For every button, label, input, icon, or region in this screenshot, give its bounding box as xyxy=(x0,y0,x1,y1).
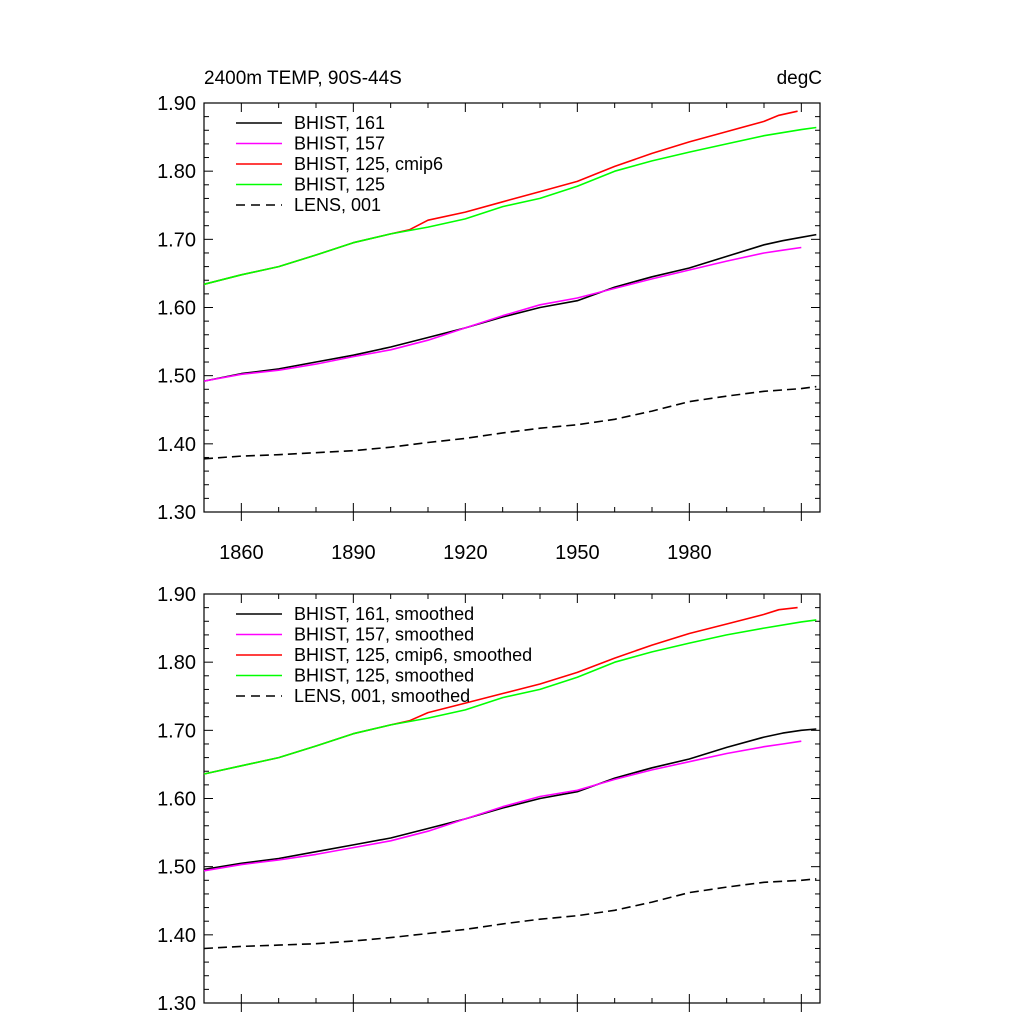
chart-1-units: degC xyxy=(777,68,822,89)
y-tick-label: 1.60 xyxy=(157,298,196,320)
legend-label: BHIST, 157, smoothed xyxy=(294,625,474,645)
x-tick-label: 1920 xyxy=(443,542,488,564)
y-tick-label: 1.40 xyxy=(157,434,196,456)
x-tick-label: 1950 xyxy=(555,542,600,564)
y-tick-label: 1.90 xyxy=(157,584,196,606)
legend-label: BHIST, 161, smoothed xyxy=(294,604,474,624)
series-line xyxy=(203,233,817,382)
series-line xyxy=(203,878,817,950)
series-line xyxy=(203,385,817,460)
y-tick-label: 1.70 xyxy=(157,229,196,251)
y-tick-label: 1.90 xyxy=(157,93,196,115)
chart-2-panel: 1.30 1.40 1.50 1.60 1.70 1.80 1.90 BHIST, 161, … xyxy=(157,584,821,1015)
legend-label: BHIST, 125, cmip6 xyxy=(294,154,443,174)
series-line xyxy=(203,246,802,382)
legend-label: BHIST, 125 xyxy=(294,175,385,195)
y-tick-label: 1.50 xyxy=(157,366,196,388)
chart-1-panel: 1.30 1.40 1.50 1.60 1.70 1.80 1.90 1860 1890 1920… xyxy=(157,93,821,564)
chart-1-title: 2400m TEMP, 90S-44S xyxy=(204,68,402,89)
series-line xyxy=(203,740,802,872)
x-tick-label: 1980 xyxy=(667,542,712,564)
y-tick-label: 1.50 xyxy=(157,857,196,879)
y-tick-label: 1.80 xyxy=(157,161,196,183)
legend-label: BHIST, 125, smoothed xyxy=(294,666,474,686)
x-tick-label: 1890 xyxy=(331,542,376,564)
x-tick-label: 1860 xyxy=(219,542,264,564)
y-tick-label: 1.60 xyxy=(157,789,196,811)
legend-label: BHIST, 161 xyxy=(294,113,385,133)
y-tick-label: 1.80 xyxy=(157,652,196,674)
y-tick-label: 1.70 xyxy=(157,720,196,742)
legend-label: BHIST, 157 xyxy=(294,134,385,154)
series-line xyxy=(203,728,817,871)
y-tick-label: 1.30 xyxy=(157,502,196,524)
legend-label: BHIST, 125, cmip6, smoothed xyxy=(294,645,532,665)
y-tick-label: 1.30 xyxy=(157,993,196,1015)
legend-label: LENS, 001, smoothed xyxy=(294,686,470,706)
series-line xyxy=(203,126,817,286)
series-line xyxy=(203,619,817,775)
legend-label: LENS, 001 xyxy=(294,195,381,215)
y-tick-label: 1.40 xyxy=(157,925,196,947)
